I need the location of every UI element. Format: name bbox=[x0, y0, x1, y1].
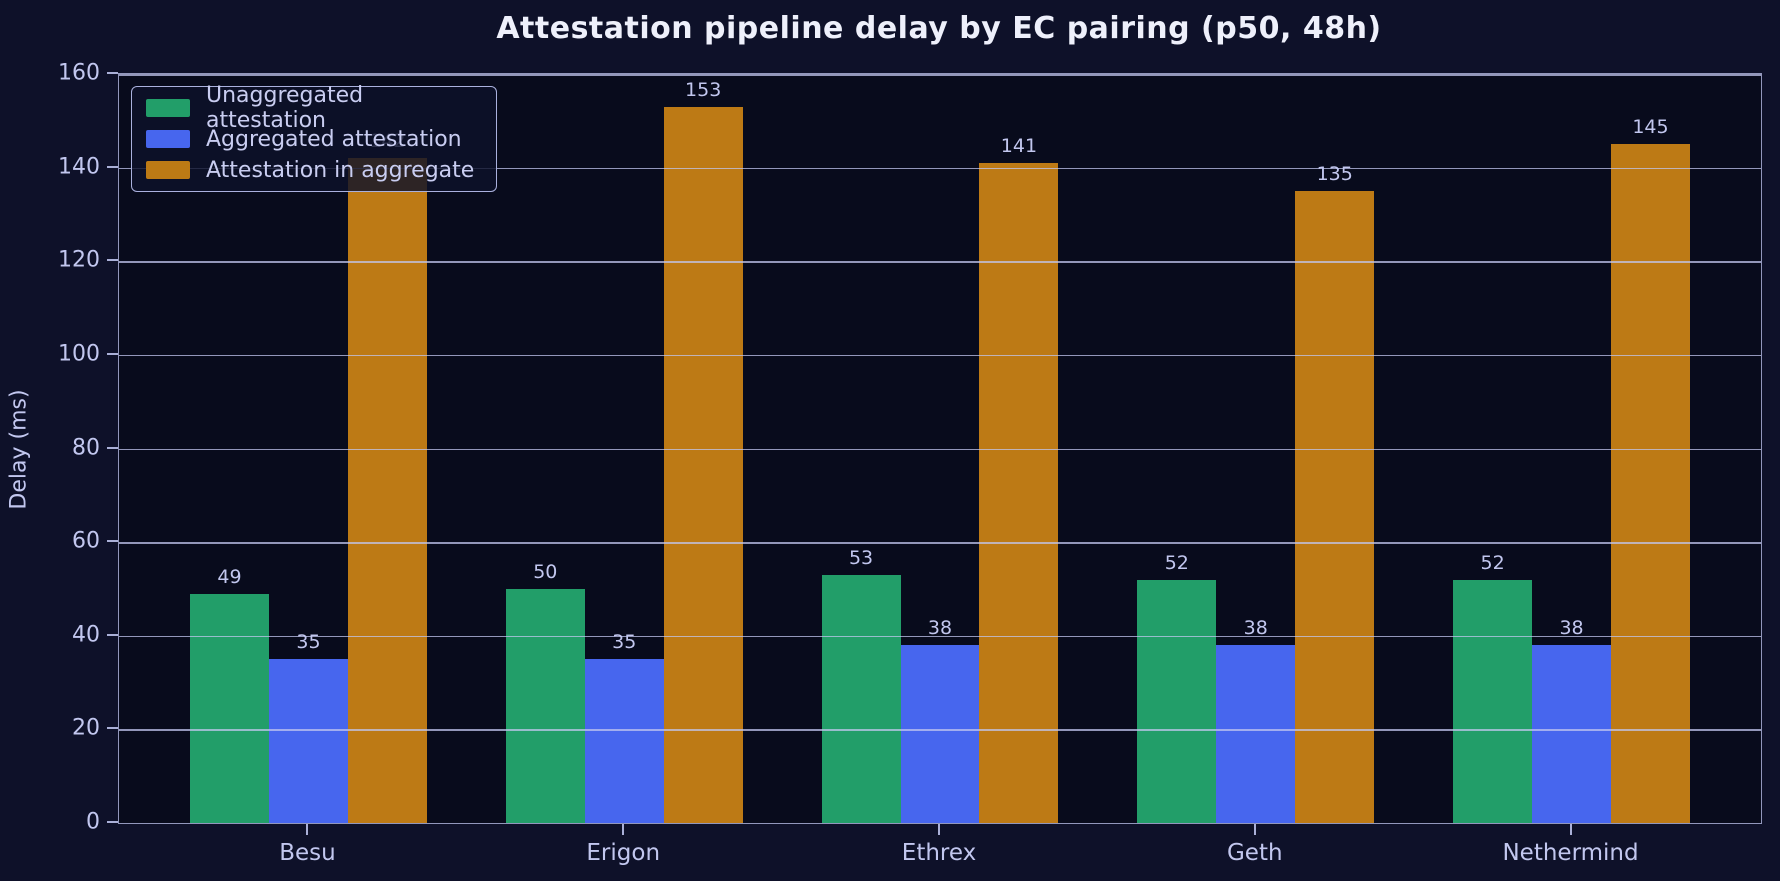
x-tick-label-ethrex: Ethrex bbox=[901, 840, 977, 866]
y-tick-label: 120 bbox=[58, 247, 100, 273]
legend: Unaggregated attestation Aggregated attes… bbox=[131, 83, 497, 192]
x-tick-label-erigon: Erigon bbox=[586, 840, 661, 866]
y-tick-mark bbox=[107, 633, 118, 636]
x-tick-label-nethermind: Nethermind bbox=[1502, 840, 1639, 866]
legend-label: Attestation in aggregate bbox=[206, 157, 475, 183]
bar-besu-series2 bbox=[268, 659, 348, 823]
x-tick-label-besu: Besu bbox=[279, 840, 336, 866]
bar-value-label: 153 bbox=[685, 78, 722, 101]
y-tick-label: 100 bbox=[58, 341, 100, 367]
legend-swatch bbox=[146, 161, 190, 179]
bar-nethermind-series1 bbox=[1453, 579, 1533, 823]
legend-label: Unaggregated attestation bbox=[206, 83, 364, 133]
legend-swatch bbox=[146, 130, 190, 148]
plot-area: 49505352523535383838142153141135145 bbox=[118, 73, 1762, 824]
bar-nethermind-series3 bbox=[1611, 144, 1690, 823]
y-tick-label: 0 bbox=[86, 809, 100, 835]
y-tick-label: 20 bbox=[72, 715, 100, 741]
y-tick-label: 80 bbox=[72, 435, 100, 460]
bar-erigon-series3 bbox=[663, 106, 743, 823]
y-tick-mark bbox=[107, 821, 118, 823]
y-tick-mark bbox=[107, 165, 118, 168]
bar-value-label: 35 bbox=[612, 631, 637, 654]
gridline bbox=[119, 74, 1761, 76]
bar-value-label: 38 bbox=[1559, 617, 1584, 640]
y-tick-label: 40 bbox=[72, 622, 100, 648]
x-tick-label-geth: Geth bbox=[1226, 840, 1283, 866]
x-tick-mark bbox=[1569, 824, 1572, 835]
bar-erigon-series1 bbox=[505, 588, 585, 823]
y-tick-label: 160 bbox=[58, 60, 100, 86]
bar-value-label: 52 bbox=[1480, 551, 1505, 574]
bar-value-label: 135 bbox=[1316, 163, 1353, 186]
bar-ethrex-series3 bbox=[979, 162, 1059, 823]
y-tick-mark bbox=[107, 446, 118, 449]
bar-ethrex-series1 bbox=[821, 574, 901, 823]
y-tick-label: 140 bbox=[58, 154, 100, 180]
y-tick-label: 60 bbox=[72, 528, 100, 554]
bar-value-label: 52 bbox=[1164, 551, 1189, 574]
y-tick-mark bbox=[107, 352, 118, 355]
y-tick-mark bbox=[107, 540, 118, 543]
bar-value-label: 38 bbox=[1243, 617, 1268, 640]
legend-item: Attestation in aggregate bbox=[146, 155, 482, 186]
bar-value-label: 38 bbox=[927, 617, 953, 640]
bar-value-label: 53 bbox=[848, 546, 874, 569]
x-tick-mark bbox=[1253, 824, 1256, 835]
bar-besu-series3 bbox=[347, 158, 427, 823]
bar-ethrex-series2 bbox=[900, 645, 980, 823]
bar-value-label: 35 bbox=[296, 631, 321, 654]
y-tick-mark bbox=[107, 727, 118, 730]
legend-label: Aggregated attestation bbox=[206, 126, 462, 152]
bar-value-label: 49 bbox=[217, 565, 242, 588]
chart-title: Attestation pipeline delay by EC pairing… bbox=[496, 11, 1382, 46]
bar-erigon-series2 bbox=[584, 659, 664, 823]
x-tick-mark bbox=[622, 824, 625, 835]
bar-value-label: 50 bbox=[533, 560, 558, 583]
bar-geth-series1 bbox=[1137, 579, 1217, 823]
bar-value-label: 145 bbox=[1632, 116, 1669, 139]
legend-swatch bbox=[146, 99, 190, 117]
bar-geth-series2 bbox=[1216, 645, 1296, 823]
bar-geth-series3 bbox=[1295, 191, 1375, 823]
y-tick-mark bbox=[107, 259, 118, 262]
bar-besu-series1 bbox=[190, 593, 269, 823]
x-tick-mark bbox=[938, 824, 940, 835]
legend-item: Aggregated attestation bbox=[146, 124, 482, 155]
bar-value-label: 141 bbox=[1000, 134, 1038, 157]
x-tick-mark bbox=[306, 824, 309, 835]
y-tick-mark bbox=[107, 72, 118, 74]
legend-item: Unaggregated attestation bbox=[146, 83, 482, 133]
bar-nethermind-series2 bbox=[1532, 645, 1611, 823]
